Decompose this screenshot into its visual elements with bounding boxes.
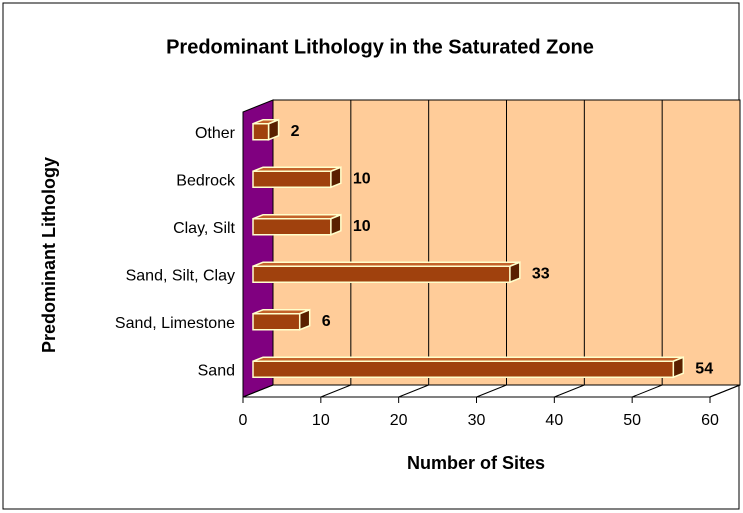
x-tick-label: 0 — [239, 412, 248, 429]
data-label: 10 — [353, 218, 371, 235]
data-label: 54 — [695, 360, 713, 377]
floor-grid-line — [631, 384, 663, 398]
floor-grid-line — [476, 384, 507, 398]
bar — [252, 123, 270, 141]
bar — [252, 170, 332, 188]
bar-side — [509, 261, 521, 284]
x-tick-label: 10 — [312, 412, 330, 429]
floor-grid-line — [398, 384, 429, 398]
bar-side — [330, 166, 342, 189]
y-axis-title: Predominant Lithology — [39, 157, 59, 353]
bar-side — [330, 213, 342, 236]
floor-grid-line — [554, 384, 585, 398]
data-label: 10 — [353, 170, 371, 187]
y-tick-label: Other — [195, 125, 236, 142]
bar — [252, 313, 301, 331]
x-axis-title: Number of Sites — [407, 453, 545, 473]
bar — [252, 218, 332, 236]
x-tick-label: 40 — [545, 412, 563, 429]
x-tick-label: 30 — [468, 412, 486, 429]
bar-side — [672, 356, 685, 379]
chart-title: Predominant Lithology in the Saturated Z… — [166, 36, 594, 58]
data-label: 2 — [291, 123, 300, 140]
bar — [252, 265, 511, 283]
floor-grid-line — [242, 384, 274, 398]
floor-grid-line — [320, 384, 352, 398]
y-tick-label: Sand, Limestone — [115, 315, 235, 332]
side-wall — [242, 99, 274, 398]
x-tick-label: 50 — [623, 412, 641, 429]
y-tick-label: Sand, Silt, Clay — [126, 267, 235, 284]
data-label: 33 — [532, 265, 550, 282]
floor-grid-line — [709, 384, 741, 398]
data-label: 6 — [322, 313, 331, 330]
y-tick-label: Clay, Silt — [173, 220, 235, 237]
bar-side — [267, 118, 280, 141]
y-tick-label: Bedrock — [176, 172, 236, 189]
x-tick-label: 60 — [701, 412, 719, 429]
bar-side — [298, 308, 311, 331]
x-tick-label: 20 — [390, 412, 408, 429]
bar — [252, 360, 675, 378]
y-tick-label: Sand — [198, 362, 235, 379]
